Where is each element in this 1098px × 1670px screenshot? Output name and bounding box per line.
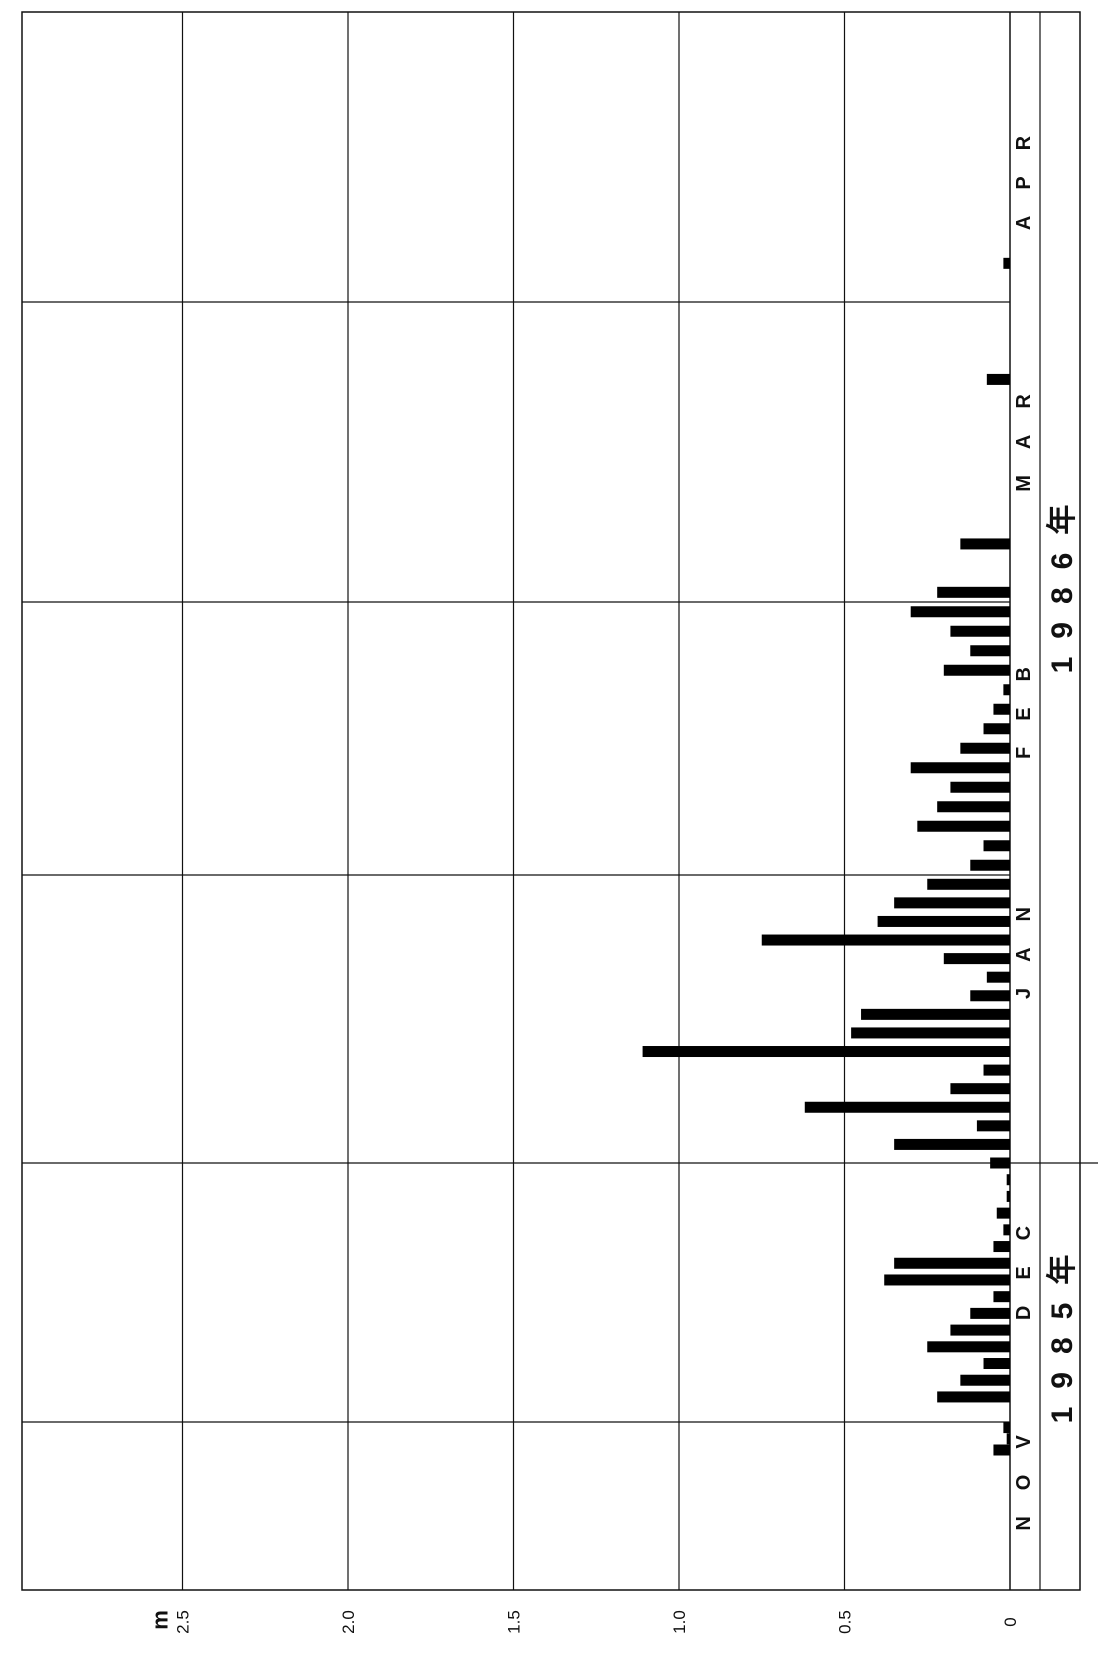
bar [950,1083,1010,1095]
y-axis-ticks: 0 0.5 1.0 1.5 2.0 2.5 [174,1610,1021,1634]
bar [917,820,1010,832]
bar [970,990,1010,1002]
bar [993,1241,1010,1253]
year-labels: 1985年 1986年 [1046,487,1079,1424]
year-label: 1986年 [1046,487,1079,674]
bar [1003,257,1010,269]
y-tick-label: 2.0 [339,1610,358,1634]
bar [996,1207,1010,1219]
bar [976,1120,1010,1132]
bar [960,1374,1010,1386]
y-tick-label: 1.0 [670,1610,689,1634]
bar [1003,1224,1010,1236]
bar [1003,1422,1010,1434]
bar [937,1391,1010,1403]
bar [927,1341,1010,1353]
bar [943,953,1010,965]
grid-lines [21,11,1098,1591]
bar [894,897,1010,909]
bar [970,859,1010,871]
bar [993,1291,1010,1303]
y-tick-label: 2.5 [174,1610,193,1634]
bar [1006,1433,1010,1445]
bar [986,373,1010,385]
y-tick-label: 1.5 [505,1610,524,1634]
bar [877,915,1010,927]
bar [943,664,1010,676]
bar [990,1157,1010,1169]
month-label: JAN [1013,881,1035,999]
month-label: NOV [1013,1409,1035,1530]
bar [894,1138,1010,1150]
bar [960,538,1010,550]
bar [993,703,1010,715]
bar [861,1008,1010,1020]
bar [910,606,1010,618]
bar [983,1064,1010,1076]
month-label: APR [1013,110,1035,230]
bar [950,781,1010,793]
bar [761,934,1010,946]
bar [970,645,1010,657]
bar [983,1358,1010,1370]
bar [851,1027,1010,1039]
bar [1003,684,1010,696]
y-axis-unit-label: m [148,1610,173,1630]
y-tick-label: 0.5 [836,1610,855,1634]
month-label: DEC [1013,1200,1035,1320]
bar [950,625,1010,637]
month-label: FEB [1013,641,1035,759]
bar [950,1324,1010,1336]
bar [1006,1190,1010,1202]
bar [1006,1174,1010,1186]
bar [937,801,1010,813]
bar [986,971,1010,983]
bar [970,1307,1010,1319]
bar [993,1444,1010,1456]
bar [804,1101,1010,1113]
year-label: 1985年 [1046,1237,1079,1424]
bar [960,742,1010,754]
data-bars [642,257,1010,1456]
month-label: MAR [1013,368,1035,492]
bar [983,840,1010,852]
month-labels: NOV DEC JAN FEB MAR APR [1013,110,1035,1531]
bar [927,878,1010,890]
y-tick-label: 0 [1001,1617,1020,1626]
plot-border [21,11,1081,1591]
bar [884,1274,1010,1286]
bar [894,1257,1010,1269]
bar [910,762,1010,774]
bar [937,586,1010,598]
bar [983,723,1010,735]
bar [642,1046,1010,1058]
